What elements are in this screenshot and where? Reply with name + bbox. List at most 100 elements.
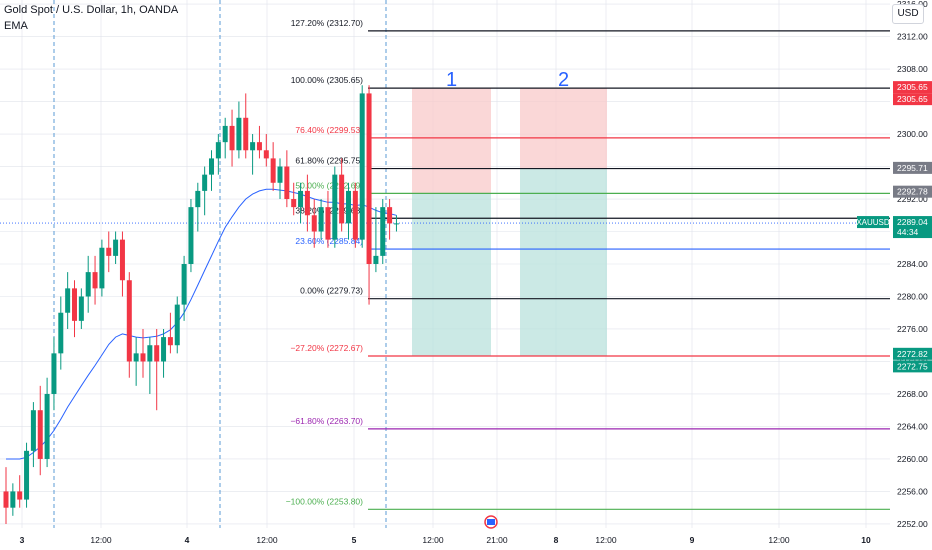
currency-button[interactable]: USD xyxy=(892,4,924,24)
candle-body xyxy=(222,125,228,143)
fib-level-label: −100.00% (2253.80) xyxy=(286,496,363,506)
price-axis-label-text: 2272.82 xyxy=(897,349,928,359)
time-tick-label: 12:00 xyxy=(595,535,617,545)
candle-body xyxy=(3,491,9,508)
symbol-tag xyxy=(857,216,889,229)
price-axis-label-text: 2305.65 xyxy=(897,82,928,92)
price-axis-label-text: 2305.65 xyxy=(897,94,928,104)
candle-body xyxy=(174,304,180,346)
ema-line xyxy=(6,188,397,460)
candle-body xyxy=(119,239,125,281)
candle-body xyxy=(44,393,50,459)
time-tick-label: 10 xyxy=(861,535,871,545)
last-price-label xyxy=(893,216,932,239)
candle-body xyxy=(215,142,221,159)
candle-body xyxy=(10,491,16,508)
fib-level-label: 50.00% (2292.69) xyxy=(295,180,363,190)
candle-body xyxy=(270,158,276,183)
price-tick-label: 2256.00 xyxy=(897,486,928,496)
candle-body xyxy=(366,93,372,265)
candle-body xyxy=(304,190,310,216)
candle-body xyxy=(380,207,386,256)
candle-body xyxy=(154,345,160,362)
fib-level-label: −27.20% (2272.67) xyxy=(290,343,363,353)
price-tick-label: 2252.00 xyxy=(897,519,928,529)
position-number: 1 xyxy=(446,69,457,91)
candle-body xyxy=(256,142,262,151)
indicator-label[interactable]: EMA xyxy=(4,20,28,32)
candle-body xyxy=(188,207,194,264)
candle-body xyxy=(113,239,119,256)
candle-body xyxy=(298,190,304,208)
price-axis-label xyxy=(893,347,932,360)
candle-body xyxy=(126,280,132,362)
price-tick-label: 2300.00 xyxy=(897,129,928,139)
candle-body xyxy=(243,117,249,151)
candle-body xyxy=(318,207,324,232)
chart-title: Gold Spot / U.S. Dollar, 1h, OANDA xyxy=(4,4,179,16)
candle-body xyxy=(393,223,399,225)
fib-level-label: 23.60% (2285.84) xyxy=(295,236,363,246)
candle-body xyxy=(359,93,365,240)
time-tick-label: 12:00 xyxy=(422,535,444,545)
price-axis-label xyxy=(893,360,932,373)
candle-body xyxy=(37,410,43,459)
candle-body xyxy=(106,247,112,256)
candle-body xyxy=(181,264,187,305)
time-tick-label: 4 xyxy=(185,535,190,545)
fib-level-label: 76.40% (2299.53) xyxy=(295,125,363,135)
candle-body xyxy=(140,353,146,362)
candle-body xyxy=(236,117,242,151)
candle-body xyxy=(209,158,214,175)
candle-body xyxy=(17,491,23,500)
position-risk-zone xyxy=(520,88,607,169)
price-axis-label-text: 2272.75 xyxy=(897,361,928,371)
price-axis-label xyxy=(893,185,932,198)
position-reward-zone xyxy=(412,193,491,356)
candle-body xyxy=(24,450,30,500)
price-axis-label-text: 2292.78 xyxy=(897,187,928,197)
position-number: 2 xyxy=(558,69,569,91)
price-tick-label: 2284.00 xyxy=(897,259,928,269)
candle-body xyxy=(284,166,290,200)
candle-body xyxy=(250,142,256,151)
candle-body xyxy=(51,353,57,394)
flag-icon-inner xyxy=(487,519,495,525)
candle-body xyxy=(30,410,36,451)
price-tick-label: 2276.00 xyxy=(897,324,928,334)
candle-body xyxy=(387,207,393,224)
position-risk-zone xyxy=(412,88,491,194)
candle-body xyxy=(195,190,201,208)
candle-body xyxy=(161,337,167,362)
time-axis-bg xyxy=(0,528,890,550)
time-tick-label: 8 xyxy=(554,535,559,545)
fib-level-label: 0.00% (2279.73) xyxy=(300,286,363,296)
candle-body xyxy=(58,312,64,354)
price-tick-label: 2280.00 xyxy=(897,291,928,301)
price-tick-label: 2312.00 xyxy=(897,32,928,42)
candle-body xyxy=(346,190,351,224)
price-tick-label: 2292.00 xyxy=(897,194,928,204)
candle-body xyxy=(72,288,77,321)
last-price-text: 2289.04 xyxy=(897,217,928,227)
symbol-tag-text: XAUUSD xyxy=(856,218,890,227)
candle-body xyxy=(263,150,269,159)
fib-level-label: 127.20% (2312.70) xyxy=(291,18,363,28)
price-tick-label: 2260.00 xyxy=(897,454,928,464)
candle-body xyxy=(229,125,235,151)
position-reward-zone xyxy=(520,168,607,356)
candle-body xyxy=(352,190,358,240)
candle-body xyxy=(147,345,153,362)
candle-body xyxy=(133,353,139,362)
candle-body xyxy=(332,174,338,240)
price-tick-label: 2264.00 xyxy=(897,421,928,431)
time-tick-label: 9 xyxy=(690,535,695,545)
candle-body xyxy=(92,272,98,289)
price-axis-label xyxy=(893,161,932,174)
candle-body xyxy=(373,255,379,264)
time-tick-label: 12:00 xyxy=(90,535,112,545)
candle-body xyxy=(167,337,173,346)
time-tick-label: 21:00 xyxy=(486,535,508,545)
